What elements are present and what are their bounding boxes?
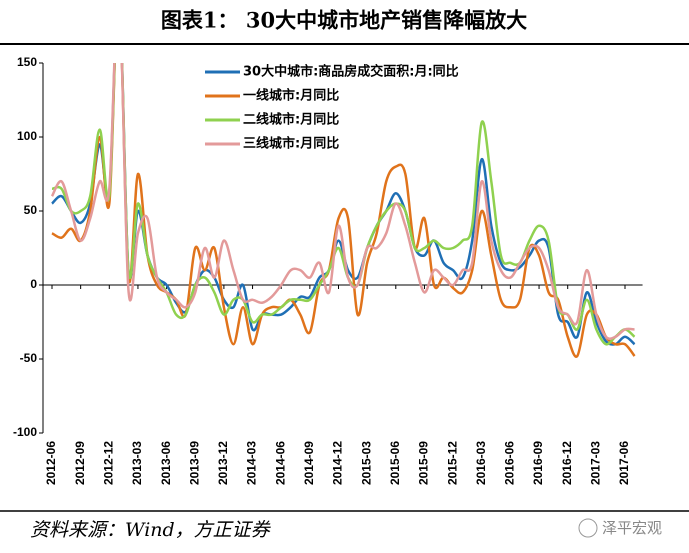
legend-label: 二线城市:月同比 <box>243 112 339 128</box>
x-tick-label: 2017-03 <box>589 441 603 485</box>
x-tick-label: 2016-03 <box>474 441 488 485</box>
x-tick-label: 2014-12 <box>331 441 345 485</box>
source: 资料来源：Wind，方正证券 <box>30 519 272 541</box>
series-line <box>50 63 635 340</box>
x-tick-label: 2016-09 <box>531 441 545 485</box>
y-tick-label: 100 <box>17 129 37 143</box>
x-tick-label: 2015-09 <box>417 441 431 485</box>
x-tick-label: 2013-12 <box>216 441 230 485</box>
y-tick-label: 50 <box>24 203 38 217</box>
x-tick-label: 2017-06 <box>617 441 631 485</box>
x-tick-label: 2016-06 <box>503 441 517 485</box>
x-tick-label: 2012-12 <box>101 441 115 485</box>
legend-label: 30大中城市:商品房成交面积:月:同比 <box>243 64 459 80</box>
x-tick-label: 2014-09 <box>302 441 316 485</box>
x-tick-label: 2015-06 <box>388 441 402 485</box>
x-tick-label: 2013-03 <box>130 441 144 485</box>
x-tick-label: 2012-06 <box>44 441 58 485</box>
series-line <box>51 63 636 346</box>
y-tick-label: -100 <box>13 425 37 439</box>
x-tick-label: 2015-03 <box>359 441 373 485</box>
legend-label: 三线城市:月同比 <box>243 136 339 152</box>
x-tick-label: 2014-03 <box>245 441 259 485</box>
y-tick-label: -50 <box>20 351 38 365</box>
x-tick-label: 2016-12 <box>560 441 574 485</box>
series-line <box>51 63 636 358</box>
x-tick-label: 2015-12 <box>445 441 459 485</box>
y-tick-label: 0 <box>30 277 37 291</box>
y-tick-label: 150 <box>17 55 37 69</box>
legend-label: 一线城市:月同比 <box>243 88 339 104</box>
x-tick-label: 2014-06 <box>273 441 287 485</box>
plot-area <box>50 63 636 358</box>
watermark-icon <box>578 518 598 538</box>
x-tick-label: 2012-09 <box>73 441 87 485</box>
series-line <box>51 63 636 346</box>
watermark: 泽平宏观 <box>602 519 662 537</box>
chart-title: 图表1： 30大中城市地产销售降幅放大 <box>161 8 527 33</box>
x-tick-label: 2013-06 <box>159 441 173 485</box>
x-tick-label: 2013-09 <box>187 441 201 485</box>
